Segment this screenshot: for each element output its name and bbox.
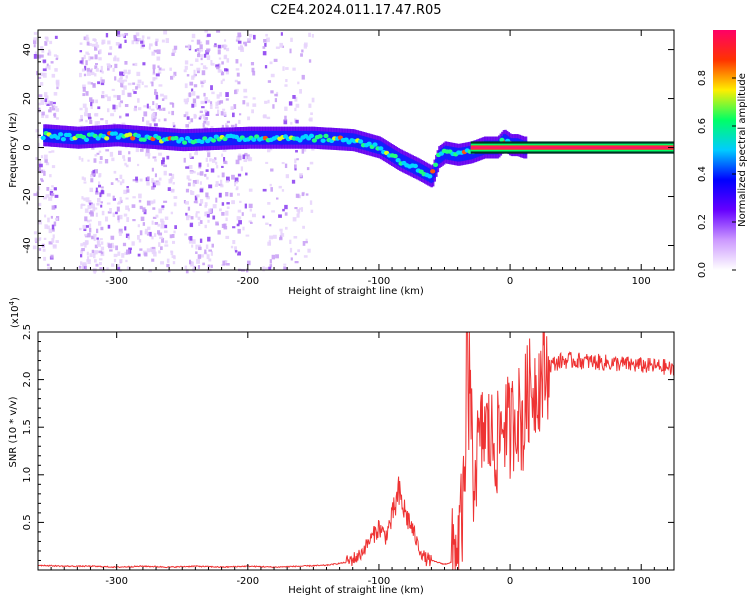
spectral-ridge — [40, 124, 528, 188]
snr-multiplier-exp: 4 — [8, 300, 16, 305]
spectrogram-y-tick-label: -20 — [22, 188, 33, 204]
snr-y-tick-label: 0.5 — [22, 514, 33, 530]
colorbar-tick-label: 0.0 — [697, 262, 708, 278]
figure-title: C2E4.2024.011.17.47.R05 — [270, 3, 441, 18]
snr-x-tick-label: 100 — [632, 576, 651, 587]
snr-y-tick-label: 2.0 — [22, 372, 33, 388]
spectrogram-panel: -300 -200 -100 0 100 40 20 0 -20 -40 Height of st… — [8, 29, 675, 297]
snr-y-tick-label: 2.5 — [22, 324, 33, 340]
spectrogram-plot-area — [32, 30, 674, 274]
spectrogram-x-tick-label: -300 — [105, 276, 128, 287]
colorbar-tick-label: 0.2 — [697, 214, 708, 230]
colorbar-tick-label: 0.6 — [697, 118, 708, 134]
spectrogram-y-tick-label: -40 — [22, 237, 33, 253]
colorbar-tick-label: 0.4 — [697, 166, 708, 182]
snr-line — [37, 331, 674, 570]
snr-multiplier: (x104) — [8, 297, 21, 328]
spectrogram-frame — [37, 29, 675, 271]
colorbar-label: Normalized spectral amplitude — [737, 73, 748, 227]
snr-ticks: -300 -200 -100 0 100 0.5 1.0 1.5 2.0 2.5 — [22, 324, 674, 587]
snr-x-tick-label: -300 — [105, 576, 128, 587]
spectrogram-y-tick-label: 20 — [22, 92, 33, 105]
snr-plot-area — [37, 331, 674, 570]
spectrogram-x-tick-label: 100 — [632, 276, 651, 287]
steady-band — [470, 141, 674, 154]
spectrogram-x-tick-label: 0 — [507, 276, 513, 287]
spectrogram-ticks: -300 -200 -100 0 100 40 20 0 -20 -40 — [22, 30, 674, 287]
colorbar-tick-label: 0.8 — [697, 70, 708, 86]
spectrogram-y-tick-label: 0 — [22, 144, 33, 150]
snr-x-tick-label: -100 — [368, 576, 391, 587]
snr-panel: -300 -200 -100 0 100 0.5 1.0 1.5 2.0 2.5 Height o… — [8, 297, 675, 596]
spectrogram-x-tick-label: -100 — [368, 276, 391, 287]
svg-text:(x104): (x104) — [8, 297, 21, 328]
colorbar-ticks: 0.0 0.2 0.4 0.6 0.8 — [697, 70, 736, 278]
spectrogram-y-label: Frequency (Hz) — [8, 112, 19, 188]
snr-y-tick-label: 1.5 — [22, 419, 33, 435]
snr-x-label: Height of straight line (km) — [288, 585, 424, 596]
spectrogram-x-tick-label: -200 — [236, 276, 259, 287]
snr-y-label: SNR (10 * v/v) — [8, 396, 19, 467]
snr-x-tick-label: 0 — [507, 576, 513, 587]
spectrogram-y-tick-label: 40 — [22, 43, 33, 56]
snr-x-tick-label: -200 — [236, 576, 259, 587]
spectrogram-x-label: Height of straight line (km) — [288, 286, 424, 297]
colorbar: 0.0 0.2 0.4 0.6 0.8 Normalized spectral ampl… — [697, 30, 748, 278]
snr-frame — [37, 331, 675, 571]
snr-multiplier-base: (x10 — [10, 305, 21, 328]
colorbar-gradient — [713, 30, 736, 270]
snr-y-tick-label: 1.0 — [22, 467, 33, 483]
